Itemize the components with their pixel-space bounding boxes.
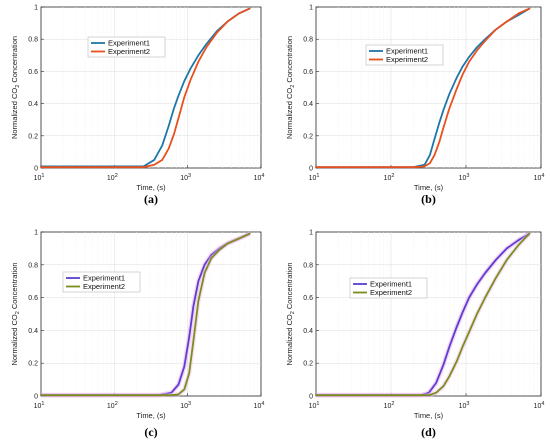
x-tick-label: 103 — [180, 401, 191, 410]
x-tick-label: 104 — [254, 401, 265, 410]
x-tick-label: 103 — [459, 401, 470, 410]
x-tick-label: 104 — [254, 173, 265, 182]
y-tick-label: 0.4 — [28, 328, 38, 335]
y-axis-label: Normalized CO2 Concentration — [285, 36, 296, 139]
y-tick-label: 0.4 — [28, 101, 38, 108]
y-tick-label: 0.2 — [303, 133, 313, 140]
legend-label-1: Experiment1 — [370, 280, 412, 289]
x-tick-label: 101 — [309, 401, 320, 410]
x-axis-label: Time, (s) — [414, 183, 444, 192]
x-tick-label: 103 — [459, 173, 470, 182]
y-tick-label: 0.8 — [28, 37, 38, 44]
plot-area — [40, 231, 262, 397]
y-tick-label: 0.6 — [303, 295, 313, 302]
y-tick-label: 0 — [34, 166, 38, 173]
chart-panel-2: 0 0.2 0.4 0.6 0.8 1 101 102 103 104 Time, (s) Norma… — [285, 5, 544, 207]
chart-panel-1: 0 0.2 0.4 0.6 0.8 1 101 102 103 104 Time, (s) Norma… — [10, 5, 264, 207]
y-tick-label: 0.8 — [28, 262, 38, 269]
y-tick-label: 0.4 — [303, 101, 313, 108]
legend-label-2: Experiment2 — [83, 282, 125, 291]
chart-panel-4: 0 0.2 0.4 0.6 0.8 1 101 102 103 104 Time, (s) Norma… — [285, 230, 544, 440]
y-tick-label: 0.6 — [28, 69, 38, 76]
x-tick-label: 103 — [180, 173, 191, 182]
legend-box — [62, 271, 141, 293]
x-tick-label: 102 — [107, 401, 118, 410]
x-tick-label: 102 — [384, 401, 395, 410]
y-tick-label: 0.6 — [303, 69, 313, 76]
x-tick-label: 101 — [34, 401, 45, 410]
series-line-2 — [40, 232, 251, 397]
series-line-2 — [315, 232, 531, 397]
plot-area — [315, 231, 542, 397]
x-axis-label: Time, (s) — [414, 411, 444, 420]
x-tick-label: 101 — [309, 173, 320, 182]
y-tick-label: 0.8 — [303, 37, 313, 44]
y-tick-label: 0.4 — [303, 328, 313, 335]
y-tick-label: 0.6 — [28, 295, 38, 302]
legend-label-2: Experiment2 — [108, 47, 150, 56]
y-axis-label: Normalized CO2 Concentration — [285, 262, 296, 365]
y-tick-label: 1 — [309, 230, 313, 237]
y-tick-label: 0.2 — [28, 361, 38, 368]
y-tick-label: 1 — [309, 5, 313, 12]
x-tick-label: 104 — [534, 401, 545, 410]
legend-box — [349, 277, 428, 299]
chart-panel-3: 0 0.2 0.4 0.6 0.8 1 101 102 103 104 Time, (s) Norma… — [10, 230, 264, 440]
series-line-2 — [315, 7, 531, 169]
x-axis-label: Time, (s) — [136, 411, 166, 420]
x-axis-label: Time, (s) — [136, 183, 166, 192]
x-tick-label: 104 — [534, 173, 545, 182]
plot-area — [40, 6, 262, 169]
panel-label: (d) — [421, 425, 436, 439]
y-tick-label: 0.8 — [303, 262, 313, 269]
plot-area — [315, 6, 542, 169]
legend-box — [87, 36, 166, 58]
y-tick-label: 1 — [34, 230, 38, 237]
legend-label-1: Experiment1 — [386, 47, 428, 56]
y-tick-label: 0 — [309, 166, 313, 173]
series-line-2 — [40, 7, 251, 169]
legend-label-1: Experiment1 — [108, 39, 150, 48]
y-axis-label: Normalized CO2 Concentration — [10, 262, 21, 365]
y-tick-label: 0 — [309, 394, 313, 401]
y-axis-label: Normalized CO2 Concentration — [10, 36, 21, 139]
panel-label: (c) — [144, 425, 157, 439]
y-tick-label: 0 — [34, 394, 38, 401]
legend-label-2: Experiment2 — [370, 288, 412, 297]
legend-box — [365, 44, 444, 66]
panel-label: (b) — [421, 192, 436, 206]
y-tick-label: 1 — [34, 5, 38, 12]
x-tick-label: 102 — [107, 173, 118, 182]
y-tick-label: 0.2 — [303, 361, 313, 368]
panel-label: (a) — [144, 192, 158, 206]
x-tick-label: 101 — [34, 173, 45, 182]
legend-label-1: Experiment1 — [83, 274, 125, 283]
series-line-1 — [315, 232, 531, 397]
y-tick-label: 0.2 — [28, 133, 38, 140]
legend-label-2: Experiment2 — [386, 55, 428, 64]
x-tick-label: 102 — [384, 173, 395, 182]
